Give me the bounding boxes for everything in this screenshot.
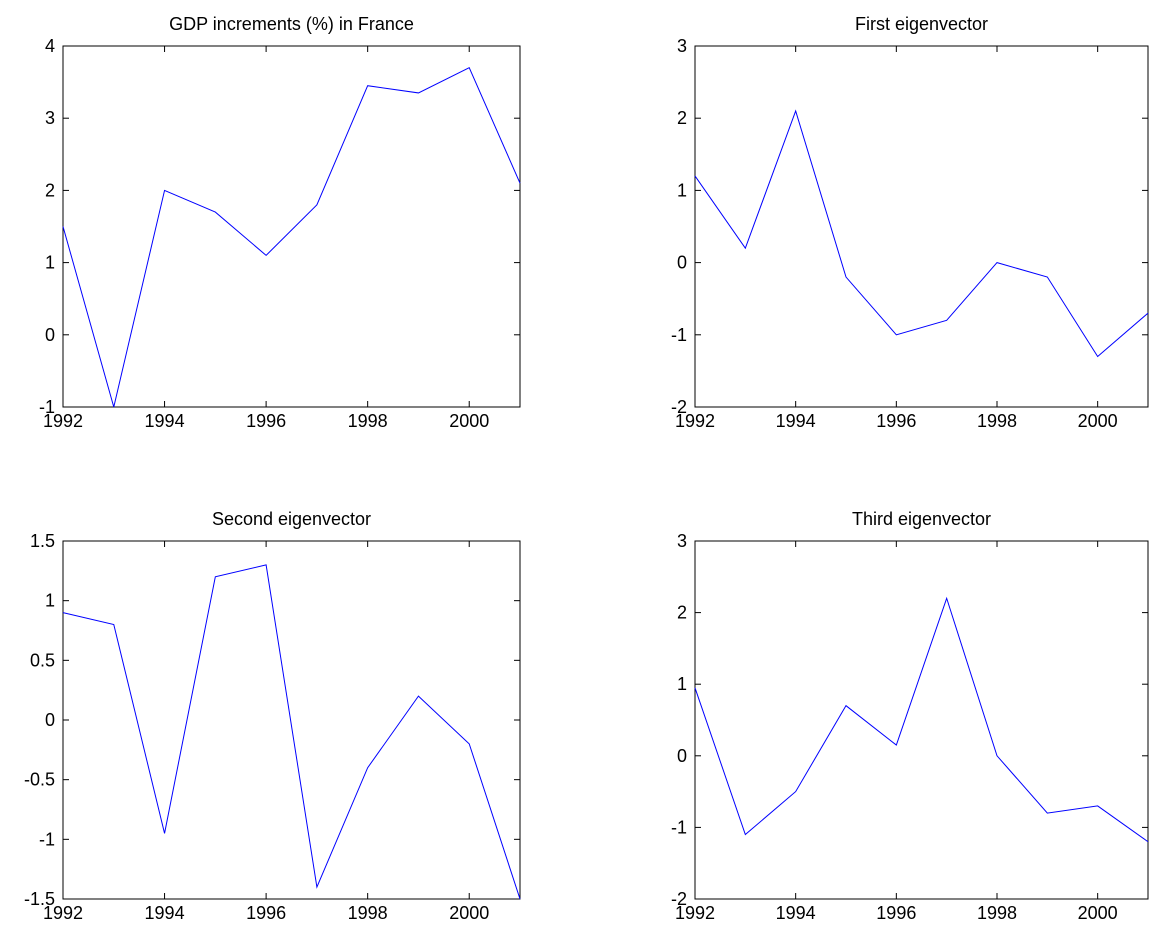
x-tick-label: 1998 xyxy=(977,903,1017,923)
y-tick-label: 0.5 xyxy=(30,650,55,670)
x-tick-label: 1992 xyxy=(43,903,83,923)
x-tick-label: 2000 xyxy=(1078,903,1118,923)
x-tick-label: 1994 xyxy=(145,903,185,923)
chart-title: GDP increments (%) in France xyxy=(169,14,414,34)
x-tick-label: 1998 xyxy=(348,411,388,431)
y-tick-label: 1 xyxy=(677,674,687,694)
x-tick-label: 1996 xyxy=(246,903,286,923)
axes-box xyxy=(694,540,1149,900)
x-tick-label: 1994 xyxy=(145,411,185,431)
y-tick-label: 0 xyxy=(677,253,687,273)
axes-box xyxy=(62,540,521,900)
y-tick-label: -2 xyxy=(671,397,687,417)
x-tick-label: 1996 xyxy=(246,411,286,431)
x-tick-label: 1994 xyxy=(776,903,816,923)
y-tick-label: 0 xyxy=(45,325,55,345)
line-series xyxy=(694,596,1149,843)
x-tick-label: 2000 xyxy=(449,411,489,431)
chart-title: Second eigenvector xyxy=(212,509,371,529)
x-tick-label: 2000 xyxy=(449,903,489,923)
x-tick-label: 1992 xyxy=(43,411,83,431)
x-tick-label: 1992 xyxy=(675,903,715,923)
y-tick-label: -0.5 xyxy=(24,770,55,790)
y-tick-label: -1 xyxy=(39,829,55,849)
y-tick-label: 4 xyxy=(45,36,55,56)
y-tick-label: 3 xyxy=(45,108,55,128)
y-tick-label: 1 xyxy=(45,253,55,273)
y-tick-label: 3 xyxy=(677,531,687,551)
y-tick-label: 0 xyxy=(677,746,687,766)
x-tick-label: 2000 xyxy=(1078,411,1118,431)
axes-box xyxy=(694,45,1149,408)
y-tick-label: -1 xyxy=(671,325,687,345)
y-tick-label: 0 xyxy=(45,710,55,730)
y-tick-label: 2 xyxy=(45,180,55,200)
y-tick-label: 2 xyxy=(677,603,687,623)
y-tick-label: 3 xyxy=(677,36,687,56)
y-tick-label: 2 xyxy=(677,108,687,128)
x-tick-label: 1994 xyxy=(776,411,816,431)
line-series xyxy=(62,564,521,900)
y-tick-label: -1 xyxy=(671,817,687,837)
x-tick-label: 1996 xyxy=(876,903,916,923)
y-tick-label: -1 xyxy=(39,397,55,417)
y-tick-label: 1.5 xyxy=(30,531,55,551)
y-tick-label: -2 xyxy=(671,889,687,909)
y-tick-label: 1 xyxy=(677,180,687,200)
x-tick-label: 1998 xyxy=(348,903,388,923)
chart-title: Third eigenvector xyxy=(852,509,991,529)
axes-box xyxy=(62,45,521,408)
chart-title: First eigenvector xyxy=(855,14,988,34)
x-tick-label: 1992 xyxy=(675,411,715,431)
x-tick-label: 1996 xyxy=(876,411,916,431)
line-series xyxy=(62,66,521,408)
y-tick-label: 1 xyxy=(45,591,55,611)
y-tick-label: -1.5 xyxy=(24,889,55,909)
line-series xyxy=(694,109,1149,358)
x-tick-label: 1998 xyxy=(977,411,1017,431)
